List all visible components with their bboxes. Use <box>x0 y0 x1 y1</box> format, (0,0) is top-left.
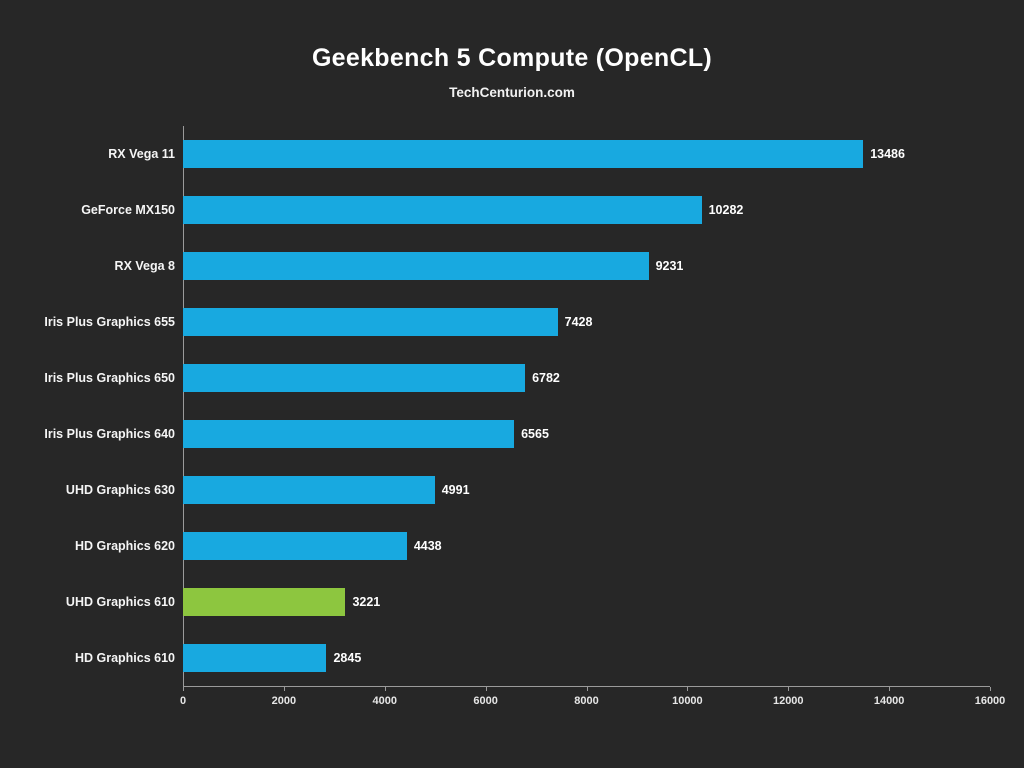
bar <box>183 532 407 560</box>
bar <box>183 196 702 224</box>
bar-row: RX Vega 8 9231 <box>8 238 990 294</box>
x-tick-label: 12000 <box>772 695 804 707</box>
bar <box>183 252 649 280</box>
bar-highlighted <box>183 588 346 616</box>
x-tick-mark <box>485 687 487 691</box>
bar-chart: RX Vega 11 13486 GeForce MX150 10282 RX Vega… <box>8 126 1005 713</box>
x-tick-label: 2000 <box>271 695 297 707</box>
category-label: Iris Plus Graphics 650 <box>44 371 175 385</box>
bar-row: HD Graphics 610 2845 <box>8 630 990 686</box>
bar-track: 2845 <box>183 644 990 672</box>
value-label: 10282 <box>708 203 744 217</box>
bar-track: 4438 <box>183 532 990 560</box>
bar-track: 9231 <box>183 252 990 280</box>
bar-row: Iris Plus Graphics 650 6782 <box>8 350 990 406</box>
value-label: 4438 <box>413 539 442 553</box>
bar <box>183 420 515 448</box>
bar-row: HD Graphics 620 4438 <box>8 518 990 574</box>
value-label: 3221 <box>352 595 381 609</box>
y-axis-line <box>183 126 184 686</box>
bar <box>183 476 435 504</box>
bar-rows: RX Vega 11 13486 GeForce MX150 10282 RX Vega… <box>8 126 990 686</box>
bar-track: 10282 <box>183 196 990 224</box>
bar-track: 6565 <box>183 420 990 448</box>
category-label: UHD Graphics 630 <box>65 483 175 497</box>
category-label: HD Graphics 620 <box>74 539 175 553</box>
x-tick-label: 6000 <box>473 695 498 707</box>
category-label: Iris Plus Graphics 640 <box>44 427 175 441</box>
bar-row: RX Vega 11 13486 <box>8 126 990 182</box>
x-tick-mark <box>283 687 285 691</box>
x-tick-label: 10000 <box>672 695 703 707</box>
bar <box>183 308 558 336</box>
chart-subtitle: TechCenturion.com <box>449 85 575 100</box>
bar-track: 4991 <box>183 476 990 504</box>
category-label: Iris Plus Graphics 655 <box>44 315 175 329</box>
x-tick-mark <box>687 687 689 691</box>
bar-row: Iris Plus Graphics 640 6565 <box>8 406 990 462</box>
x-tick-mark <box>990 687 991 691</box>
bar <box>183 364 526 392</box>
category-label: RX Vega 8 <box>114 259 175 273</box>
bar <box>183 140 864 168</box>
bar-row: UHD Graphics 610 3221 <box>8 574 990 630</box>
bar-track: 13486 <box>183 140 990 168</box>
bar-row: GeForce MX150 10282 <box>8 182 990 238</box>
x-tick-label: 0 <box>179 695 187 707</box>
x-axis-line <box>183 686 990 687</box>
x-tick-mark <box>586 687 588 691</box>
x-tick-label: 8000 <box>574 695 599 707</box>
x-tick-mark <box>183 687 184 691</box>
value-label: 9231 <box>655 259 684 273</box>
category-label: UHD Graphics 610 <box>65 595 175 609</box>
value-label: 6782 <box>532 371 560 385</box>
category-label: HD Graphics 610 <box>74 651 175 665</box>
x-tick-mark <box>889 687 891 691</box>
bar-row: UHD Graphics 630 4991 <box>8 462 990 518</box>
x-tick-label: 16000 <box>974 695 1006 707</box>
value-label: 4991 <box>441 483 470 497</box>
bar-track: 6782 <box>183 364 990 392</box>
x-tick-mark <box>788 687 790 691</box>
bar-row: Iris Plus Graphics 655 7428 <box>8 294 990 350</box>
category-label: GeForce MX150 <box>81 203 175 217</box>
bar-track: 3221 <box>183 588 990 616</box>
chart-title: Geekbench 5 Compute (OpenCL) <box>311 44 713 72</box>
value-label: 13486 <box>870 147 905 161</box>
x-axis-ticks: 0 2000 4000 6000 8000 10000 12000 14000 16000 <box>179 687 1005 713</box>
bar-track: 7428 <box>183 308 990 336</box>
x-tick-label: 14000 <box>873 695 905 707</box>
category-label: RX Vega 11 <box>108 147 175 161</box>
x-tick-label: 4000 <box>372 695 397 707</box>
bar <box>183 644 327 672</box>
value-label: 7428 <box>564 315 593 329</box>
value-label: 6565 <box>521 427 549 441</box>
x-tick-mark <box>384 687 386 691</box>
value-label: 2845 <box>333 651 362 665</box>
